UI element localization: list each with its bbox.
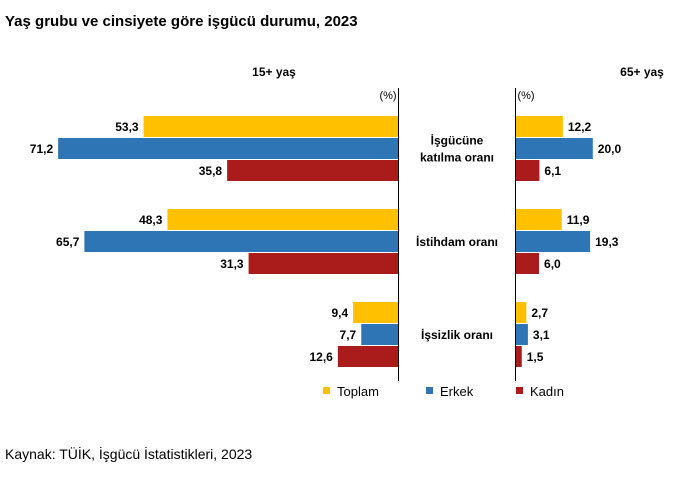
bar-15plus-g1-toplam [167,209,398,230]
category-label-0-line-0: İşgücüne [431,133,484,148]
category-label-0-line-1: katılma oranı [420,151,494,165]
data-label-15plus-g0-erkek: 71,2 [30,142,54,156]
data-label-15plus-g2-toplam: 9,4 [331,306,348,320]
legend-label-erkek: Erkek [440,384,474,399]
bar-65plus-g1-toplam [516,209,562,230]
bar-65plus-g2-erkek [516,324,528,345]
category-label-1-line-0: İstihdam oranı [416,234,498,249]
legend-label-kadin: Kadın [530,384,564,399]
data-label-65plus-g2-erkek: 3,1 [533,328,550,342]
data-label-65plus-g1-kadin: 6,0 [544,257,561,271]
data-label-15plus-g2-erkek: 7,7 [340,328,357,342]
panel-title-65plus: 65+ yaş [620,65,664,79]
bar-15plus-g1-erkek [84,231,398,252]
panel-title-15plus: 15+ yaş [252,65,296,79]
bar-15plus-g2-kadin [337,346,398,367]
bar-15plus-g0-toplam [143,116,398,137]
bar-15plus-g2-erkek [361,324,398,345]
data-label-65plus-g1-erkek: 19,3 [595,235,619,249]
bar-65plus-g0-erkek [516,138,593,159]
data-label-65plus-g0-kadin: 6,1 [544,164,561,178]
legend-swatch-erkek [426,387,433,394]
unit-label-65plus: (%) [517,90,534,102]
data-label-65plus-g1-toplam: 11,9 [567,213,590,227]
legend-label-toplam: Toplam [337,384,379,399]
data-label-15plus-g1-erkek: 65,7 [56,235,80,249]
bar-15plus-g0-erkek [58,138,398,159]
data-label-15plus-g1-toplam: 48,3 [139,213,163,227]
data-label-65plus-g2-toplam: 2,7 [531,306,548,320]
bar-65plus-g1-kadin [516,253,540,274]
data-label-15plus-g0-toplam: 53,3 [115,120,139,134]
legend-swatch-toplam [323,387,330,394]
bar-65plus-g0-toplam [516,116,563,137]
data-label-15plus-g1-kadin: 31,3 [220,257,244,271]
data-label-15plus-g2-kadin: 12,6 [309,350,333,364]
bar-15plus-g2-toplam [353,302,398,323]
source-note: Kaynak: TÜİK, İşgücü İstatistikleri, 202… [5,446,253,462]
unit-label-15plus: (%) [379,90,396,102]
legend-swatch-kadin [516,387,523,394]
data-label-65plus-g0-erkek: 20,0 [598,142,622,156]
bar-65plus-g2-kadin [516,346,522,367]
data-label-65plus-g2-kadin: 1,5 [527,350,544,364]
category-label-2-line-0: İşsizlik oranı [421,327,493,342]
data-label-65plus-g0-toplam: 12,2 [568,120,592,134]
data-label-15plus-g0-kadin: 35,8 [199,164,223,178]
bar-65plus-g2-toplam [516,302,527,323]
bar-15plus-g1-kadin [248,253,398,274]
bar-65plus-g1-erkek [516,231,591,252]
bar-65plus-g0-kadin [516,160,540,181]
bar-15plus-g0-kadin [227,160,398,181]
chart-title: Yaş grubu ve cinsiyete göre işgücü durum… [5,13,358,30]
chart: 15+ yaş 65+ yaş (%) (%) 53,3 71,2 35,8 48,3 65,7… [30,65,664,399]
